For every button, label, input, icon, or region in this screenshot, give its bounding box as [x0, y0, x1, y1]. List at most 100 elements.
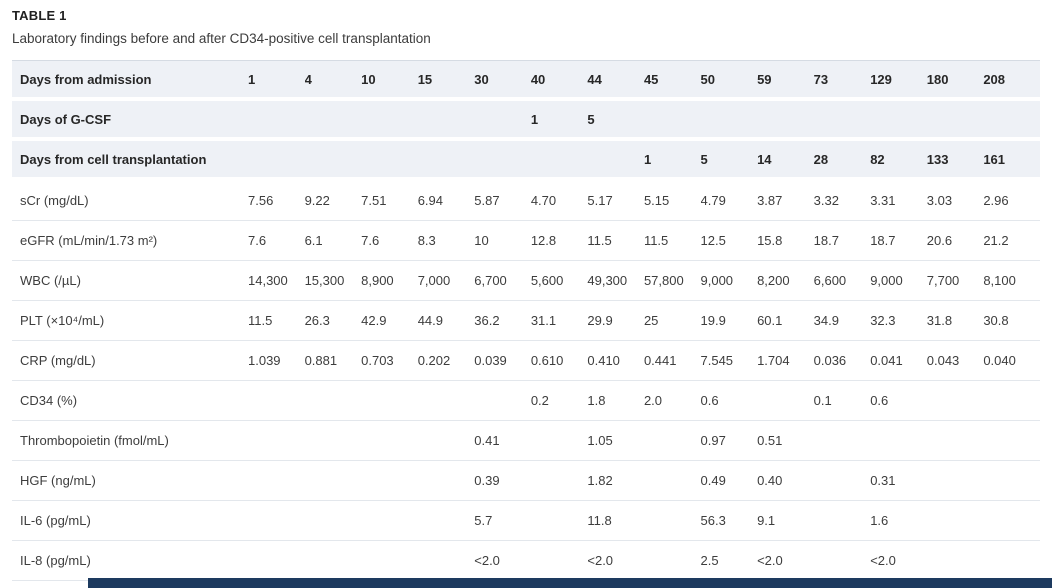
table-cell [983, 460, 1040, 501]
table-cell: 133 [926, 139, 984, 181]
table-cell: 0.036 [813, 340, 871, 381]
table-cell: 57,800 [643, 260, 701, 301]
table-cell [304, 139, 362, 181]
table-row: Days from cell transplantation 1 5 14 28 82 13… [12, 139, 1040, 181]
row-label: eGFR (mL/min/1.73 m²) [12, 220, 248, 261]
table-row: Days from admission 1 4 10 15 30 40 44 45 50 59 73 1… [12, 60, 1040, 101]
table-row: CRP (mg/dL) 1.039 0.881 0.703 0.202 0.039 0.61… [12, 340, 1040, 381]
table-row: eGFR (mL/min/1.73 m²) 7.6 6.1 7.6 8.3 10 12.8 1… [12, 220, 1040, 261]
table-cell [870, 420, 927, 461]
table-cell: <2.0 [870, 540, 927, 581]
table-cell [304, 380, 362, 421]
table-cell [643, 99, 701, 141]
table-cell [417, 540, 475, 581]
table-cell: 2.0 [643, 380, 701, 421]
table-cell: 73 [813, 60, 871, 101]
table-cell: 0.6 [870, 380, 927, 421]
table-cell [474, 380, 531, 421]
row-label: Days from admission [12, 60, 248, 101]
table-cell: <2.0 [587, 540, 644, 581]
table-cell [304, 420, 362, 461]
table-cell: 11.5 [643, 220, 701, 261]
table-cell [417, 99, 475, 141]
table-cell [983, 99, 1040, 141]
table-cell: 34.9 [813, 300, 871, 341]
table-cell: 82 [870, 139, 927, 181]
table-row: IL-6 (pg/mL) 5.7 11.8 56.3 9.1 1.6 [12, 500, 1040, 541]
table-cell: 5.17 [587, 179, 644, 221]
table-cell: 30.8 [983, 300, 1040, 341]
row-label: Days of G-CSF [12, 99, 248, 141]
row-label: sCr (mg/dL) [12, 179, 248, 221]
table-cell: 26.3 [304, 300, 362, 341]
row-label: Days from cell transplantation [12, 139, 248, 181]
table-cell: 0.97 [700, 420, 758, 461]
table-cell: 3.31 [870, 179, 927, 221]
table-cell: 31.1 [530, 300, 588, 341]
table-cell [926, 460, 984, 501]
table-cell: 6.1 [304, 220, 362, 261]
table-cell [926, 500, 984, 541]
table-cell: 0.703 [361, 340, 418, 381]
table-cell: 56.3 [700, 500, 758, 541]
row-label: PLT (×10⁴/mL) [12, 300, 248, 341]
table-cell [643, 500, 701, 541]
table-cell: 0.040 [983, 340, 1040, 381]
table-cell: 1.8 [587, 380, 644, 421]
table-cell [643, 420, 701, 461]
table-cell: 7.6 [248, 220, 305, 261]
table-cell [248, 460, 305, 501]
table-cell: 4.79 [700, 179, 758, 221]
table-cell [813, 99, 871, 141]
table-cell: 0.441 [643, 340, 701, 381]
table-cell [643, 540, 701, 581]
table-cell: 18.7 [870, 220, 927, 261]
table-cell [926, 380, 984, 421]
table-cell: 7.56 [248, 179, 305, 221]
table-cell: 44.9 [417, 300, 475, 341]
table-cell: 11.8 [587, 500, 644, 541]
table-cell: 1.039 [248, 340, 305, 381]
table-cell: 2.96 [983, 179, 1040, 221]
table-row: PLT (×10⁴/mL) 11.5 26.3 42.9 44.9 36.2 31.1 29.… [12, 300, 1040, 341]
table-row: WBC (/µL) 14,300 15,300 8,900 7,000 6,700 5,60… [12, 260, 1040, 301]
table-row: IL-8 (pg/mL) <2.0 <2.0 2.5 <2.0 <2.0 [12, 540, 1040, 581]
table-cell [530, 460, 588, 501]
table-cell: 0.202 [417, 340, 475, 381]
table-cell: <2.0 [757, 540, 814, 581]
table-cell [361, 500, 418, 541]
table-cell: 10 [474, 220, 531, 261]
table-cell: 8,100 [983, 260, 1040, 301]
table-cell: 40 [530, 60, 588, 101]
table-cell: 4 [304, 60, 362, 101]
table-row: CD34 (%) 0.2 1.8 2.0 0.6 0.1 0.6 [12, 380, 1040, 421]
row-label: HGF (ng/mL) [12, 460, 248, 501]
table-cell [757, 99, 814, 141]
table-cell: 0.31 [870, 460, 927, 501]
table-cell [813, 460, 871, 501]
table-cell: 10 [361, 60, 418, 101]
table-cell: 0.41 [474, 420, 531, 461]
table-cell: 44 [587, 60, 644, 101]
table-cell [361, 380, 418, 421]
table-cell [361, 540, 418, 581]
table-cell: 5,600 [530, 260, 588, 301]
table-cell: 5.15 [643, 179, 701, 221]
lab-findings-table: Days from admission 1 4 10 15 30 40 44 45 50 59 73 1… [12, 60, 1040, 581]
table-cell: 14 [757, 139, 814, 181]
table-cell: 1.704 [757, 340, 814, 381]
table-cell: 1.6 [870, 500, 927, 541]
table-body: sCr (mg/dL) 7.56 9.22 7.51 6.94 5.87 4.70 5.17 5… [12, 179, 1040, 581]
row-label: Thrombopoietin (fmol/mL) [12, 420, 248, 461]
row-label: CD34 (%) [12, 380, 248, 421]
table-cell [248, 500, 305, 541]
table-cell [700, 99, 758, 141]
table-cell: 25 [643, 300, 701, 341]
table-cell: 6.94 [417, 179, 475, 221]
table-row: Thrombopoietin (fmol/mL) 0.41 1.05 0.97 0.51 [12, 420, 1040, 461]
table-cell: 3.32 [813, 179, 871, 221]
table-cell [248, 420, 305, 461]
table-cell: 15 [417, 60, 475, 101]
table-cell: 8.3 [417, 220, 475, 261]
